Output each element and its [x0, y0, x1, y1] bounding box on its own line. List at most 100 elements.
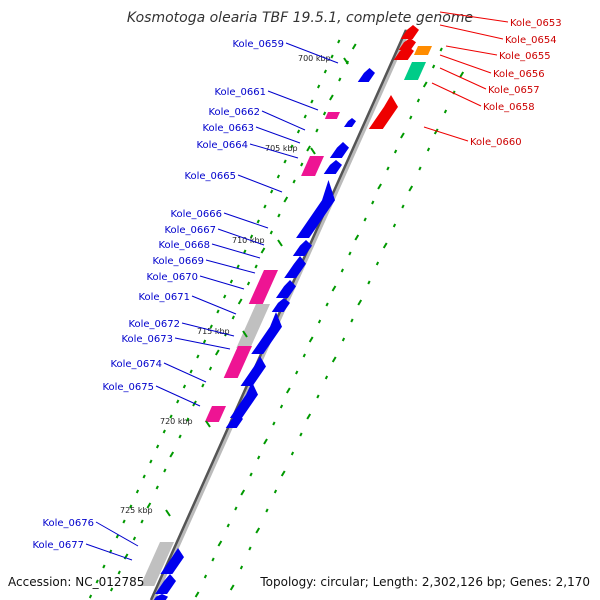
- label-leader-line: [223, 212, 269, 229]
- tick-mark: [205, 420, 211, 428]
- tick-mark: [310, 147, 316, 155]
- gc-mark: [317, 84, 321, 89]
- gene-label-forward: Kole_0665: [184, 171, 236, 182]
- trna-block: [324, 112, 340, 119]
- gc-mark: [439, 47, 443, 52]
- gc-mark: [229, 279, 234, 284]
- tick-label: 720 kbp: [160, 417, 193, 426]
- gc-mark: [146, 502, 152, 509]
- gene-label-forward: Kole_0677: [32, 540, 84, 551]
- gc-mark: [115, 534, 119, 539]
- gene-label-forward: Kole_0663: [202, 123, 254, 134]
- gc-mark: [176, 399, 180, 404]
- gc-mark: [285, 387, 291, 394]
- gc-mark: [279, 404, 284, 409]
- gc-mark: [371, 200, 375, 205]
- trna-block: [204, 406, 226, 422]
- label-leader-line: [261, 110, 306, 131]
- gc-mark: [416, 98, 421, 103]
- gene-label-forward: Kole_0667: [164, 225, 216, 236]
- gc-mark: [283, 196, 289, 203]
- gc-mark: [263, 438, 268, 445]
- gc-mark: [237, 298, 243, 305]
- pseudogene-block: [236, 304, 270, 348]
- gene-label-reverse: Kole_0655: [499, 51, 551, 62]
- trna-block: [248, 270, 278, 304]
- gc-mark: [95, 579, 99, 584]
- gc-mark: [109, 587, 114, 592]
- gc-mark: [393, 149, 398, 154]
- gc-mark: [155, 444, 160, 449]
- gc-mark: [243, 249, 247, 254]
- gene-label-reverse: Kole_0653: [510, 18, 562, 29]
- gc-mark: [418, 166, 422, 171]
- gc-mark: [325, 302, 329, 307]
- gc-mark: [256, 219, 260, 224]
- tick-label: 725 kbp: [120, 506, 153, 515]
- label-leader-line: [191, 295, 237, 315]
- gc-mark: [300, 162, 304, 167]
- gc-mark: [338, 77, 342, 82]
- reverse-cds-arrow: [368, 95, 398, 129]
- gc-mark: [149, 459, 153, 464]
- label-leader-line: [439, 24, 504, 40]
- label-leader-line: [423, 126, 469, 142]
- gc-mark: [302, 353, 306, 358]
- rrna-block: [413, 46, 432, 55]
- gc-mark: [377, 183, 382, 190]
- gc-mark: [209, 324, 213, 329]
- label-leader-line: [85, 543, 133, 561]
- gc-mark: [292, 179, 296, 184]
- gc-mark: [142, 474, 146, 479]
- gc-mark: [231, 315, 235, 320]
- tick-mark: [242, 330, 248, 338]
- gene-label-forward: Kole_0676: [42, 518, 94, 529]
- gc-mark: [270, 189, 274, 194]
- label-leader-line: [439, 11, 509, 23]
- reverse-cds-arrow: [393, 46, 414, 60]
- map-title: Kosmotoga olearia TBF 19.5.1, complete g…: [126, 10, 474, 26]
- gene-label-forward: Kole_0670: [146, 272, 198, 283]
- gc-mark: [236, 264, 240, 269]
- gc-mark: [433, 128, 439, 135]
- gc-mark: [323, 69, 327, 74]
- gc-mark: [272, 421, 276, 426]
- label-leader-line: [174, 337, 231, 350]
- gene-label-reverse: Kole_0660: [470, 137, 522, 148]
- gene-label-forward: Kole_0659: [232, 39, 284, 50]
- forward-cds-arrow: [229, 382, 258, 418]
- gc-mark: [363, 217, 367, 222]
- gene-label-reverse: Kole_0658: [483, 102, 535, 113]
- forward-cds-arrow: [153, 594, 168, 600]
- gc-mark: [208, 366, 213, 371]
- gc-mark: [229, 584, 235, 591]
- gc-mark: [331, 285, 337, 292]
- gene-label-reverse: Kole_0657: [488, 85, 540, 96]
- gc-mark: [283, 159, 287, 164]
- reverse-cds-arrow: [400, 25, 419, 39]
- forward-cds-arrow: [296, 180, 335, 238]
- label-leader-line: [445, 45, 498, 56]
- gc-mark: [303, 114, 307, 119]
- label-leader-line: [199, 275, 245, 290]
- gene-label-forward: Kole_0671: [138, 292, 190, 303]
- gc-mark: [155, 485, 159, 490]
- tick-mark: [165, 509, 171, 517]
- gc-mark: [408, 185, 414, 192]
- gc-mark: [386, 166, 390, 171]
- gc-mark: [135, 489, 140, 494]
- gc-mark: [354, 234, 360, 241]
- gc-mark: [163, 468, 167, 473]
- gc-mark: [348, 251, 352, 256]
- feature-track: [140, 25, 432, 600]
- forward-cds-arrow: [271, 298, 290, 312]
- gc-mark: [257, 455, 261, 460]
- gene-label-reverse: Kole_0656: [493, 69, 545, 80]
- gene-label-forward: Kole_0673: [121, 334, 173, 345]
- gc-mark: [308, 336, 314, 343]
- gc-mark: [211, 557, 215, 562]
- gc-mark: [182, 384, 187, 389]
- gc-mark: [322, 111, 327, 116]
- gc-mark: [367, 280, 371, 285]
- gc-mark: [273, 489, 278, 494]
